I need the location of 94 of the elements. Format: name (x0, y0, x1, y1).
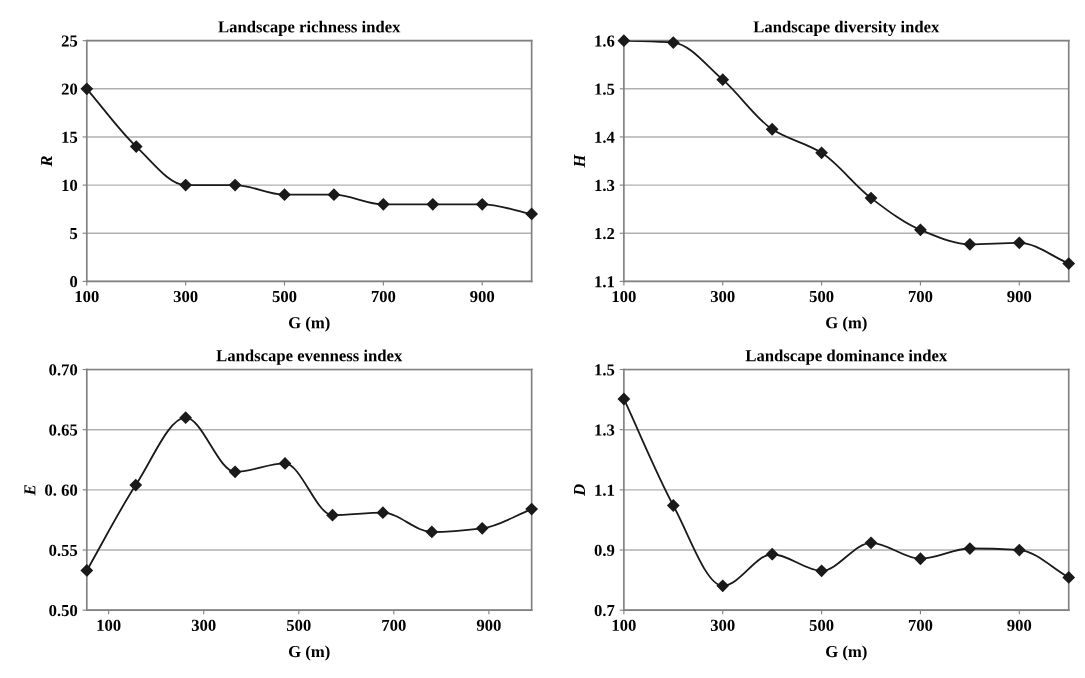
point (716, 579, 729, 592)
point (864, 536, 878, 549)
point (716, 73, 729, 86)
x-tick-label: 900 (1007, 290, 1032, 303)
y-tick-label: 20 (61, 83, 78, 95)
chart-title: Landscape evenness index (216, 349, 403, 365)
point (278, 188, 291, 201)
point (377, 198, 390, 211)
y-axis-title: E (24, 485, 36, 496)
point (278, 457, 292, 470)
point (130, 140, 143, 153)
point (1013, 543, 1026, 557)
y-tick-label: 1.3 (595, 179, 615, 192)
x-tick-label: 300 (710, 619, 735, 631)
point (376, 506, 389, 519)
point (129, 478, 142, 492)
point (1062, 257, 1075, 270)
point (766, 123, 779, 136)
x-axis-title: G (m) (826, 316, 867, 332)
y-tick-label: 1.2 (595, 227, 615, 240)
point (326, 509, 339, 522)
point (525, 503, 538, 516)
chart-title: Landscape dominance index (745, 349, 948, 365)
point (525, 207, 538, 221)
point (963, 238, 976, 251)
point (80, 82, 93, 95)
point (179, 178, 192, 192)
point (667, 499, 680, 512)
point (476, 198, 489, 211)
y-tick-label: 0 (70, 276, 78, 288)
y-tick-label: 0.7 (594, 604, 615, 617)
point (1013, 236, 1026, 249)
point (617, 392, 630, 406)
point (327, 188, 341, 201)
x-tick-label: 100 (97, 619, 121, 631)
y-tick-label: 1.1 (595, 276, 614, 288)
point (1062, 571, 1075, 584)
y-axis-title: H (573, 154, 585, 168)
y-tick-label: 0.65 (49, 424, 78, 436)
x-tick-label: 100 (612, 619, 636, 631)
x-axis-title: G (m) (826, 645, 867, 661)
y-tick-label: 1.4 (595, 131, 615, 143)
point (80, 564, 93, 577)
point (426, 198, 439, 211)
point (963, 542, 976, 555)
y-tick-label: 0.50 (49, 604, 78, 617)
x-tick-label: 100 (612, 290, 636, 303)
x-tick-label: 900 (1007, 619, 1032, 631)
x-tick-label: 900 (470, 290, 495, 303)
x-tick-label: 500 (809, 290, 834, 303)
x-tick-label: 300 (173, 290, 198, 303)
y-tick-label: 10 (62, 179, 78, 192)
x-tick-label: 700 (908, 290, 933, 303)
chart-title: Landscape richness index (218, 20, 401, 36)
x-tick-label: 700 (382, 619, 406, 631)
point (228, 178, 242, 192)
point (476, 522, 489, 535)
x-tick-label: 700 (908, 619, 933, 631)
point (914, 223, 927, 236)
point (914, 552, 927, 565)
x-tick-label: 500 (809, 619, 834, 631)
y-tick-label: 5 (70, 228, 78, 240)
y-tick-label: 0.9 (594, 544, 615, 557)
x-axis-title: G (m) (288, 316, 330, 332)
x-tick-label: 500 (272, 290, 297, 303)
y-tick-label: 15 (62, 131, 78, 143)
point (179, 411, 192, 424)
x-tick-label: 300 (191, 619, 216, 631)
point (617, 34, 630, 47)
y-tick-label: 0.70 (49, 364, 78, 376)
y-axis-title: D (573, 484, 585, 496)
y-tick-label: 25 (61, 35, 78, 47)
y-tick-label: 1.5 (595, 364, 615, 376)
x-tick-label: 300 (710, 290, 735, 303)
y-tick-label: 0.55 (49, 544, 78, 557)
point (815, 146, 828, 159)
x-axis-title: G (m) (288, 645, 330, 661)
x-tick-label: 700 (371, 290, 396, 303)
x-tick-label: 100 (75, 290, 99, 303)
point (667, 36, 680, 49)
y-tick-label: 1.1 (595, 484, 614, 496)
y-tick-label: 1.6 (595, 35, 615, 47)
y-axis-title: R (41, 156, 52, 167)
point (815, 564, 828, 577)
point (766, 548, 779, 561)
x-tick-label: 500 (286, 619, 311, 631)
x-tick-label: 900 (476, 619, 501, 631)
point (425, 525, 438, 539)
point (228, 465, 242, 478)
y-tick-label: 0. 60 (45, 484, 78, 496)
chart-title: Landscape diversity index (753, 20, 940, 36)
y-tick-label: 1.3 (595, 424, 615, 436)
y-tick-label: 1.5 (595, 83, 615, 95)
point (864, 191, 878, 205)
